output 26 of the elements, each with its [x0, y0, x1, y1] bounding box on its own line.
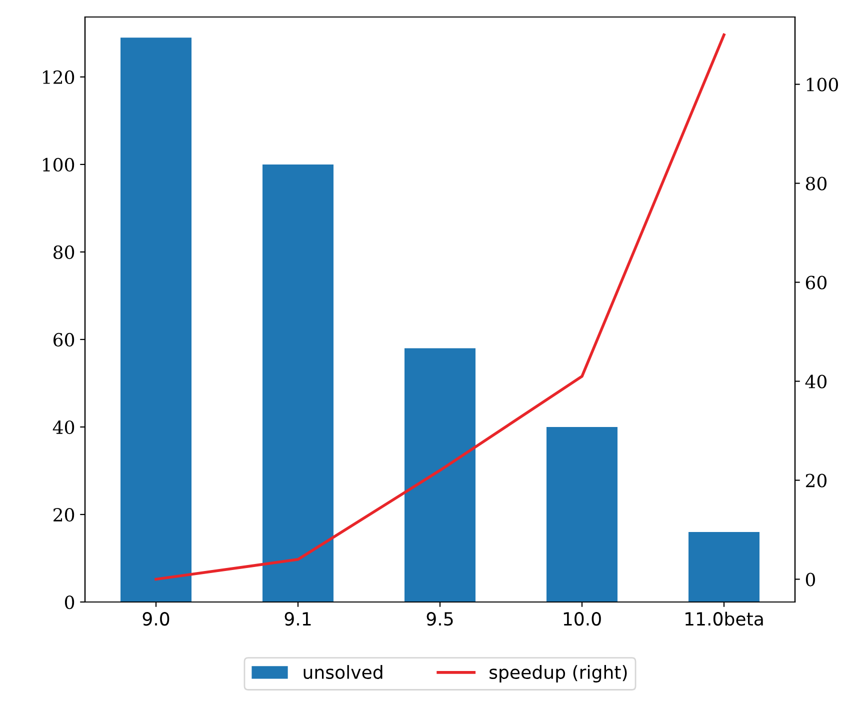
bar — [404, 348, 476, 602]
x-tick-label: 9.0 — [142, 612, 170, 626]
x-tick-label: 9.5 — [426, 612, 453, 626]
y-tick-label: 0 — [64, 595, 74, 610]
y-tick-label: 20 — [54, 508, 74, 522]
legend-label: speedup (right) — [490, 665, 627, 683]
y2-tick-label: 20 — [806, 474, 826, 488]
y2-tick-label: 40 — [805, 374, 826, 388]
x-tick-label: 9.1 — [284, 612, 311, 626]
x-tick-label: 10.0 — [564, 612, 601, 626]
line-series — [154, 33, 726, 581]
y-tick-label: 40 — [52, 420, 74, 434]
y-tick-label: 80 — [54, 245, 74, 260]
legend-label: unsolved — [304, 665, 382, 680]
bar — [120, 38, 192, 602]
y2-tick-label: 80 — [806, 176, 826, 190]
y2-tick-label: 100 — [806, 78, 838, 92]
y-tick-label: 100 — [43, 158, 74, 172]
bar — [262, 164, 334, 602]
y2-tick-label: 0 — [806, 572, 816, 586]
bar — [546, 426, 618, 602]
x-tick-label: 11.0beta — [686, 612, 763, 626]
y2-tick-label: 60 — [806, 276, 826, 290]
y-tick-label: 120 — [43, 70, 74, 84]
bar — [688, 532, 760, 602]
y-tick-label: 60 — [54, 332, 74, 347]
